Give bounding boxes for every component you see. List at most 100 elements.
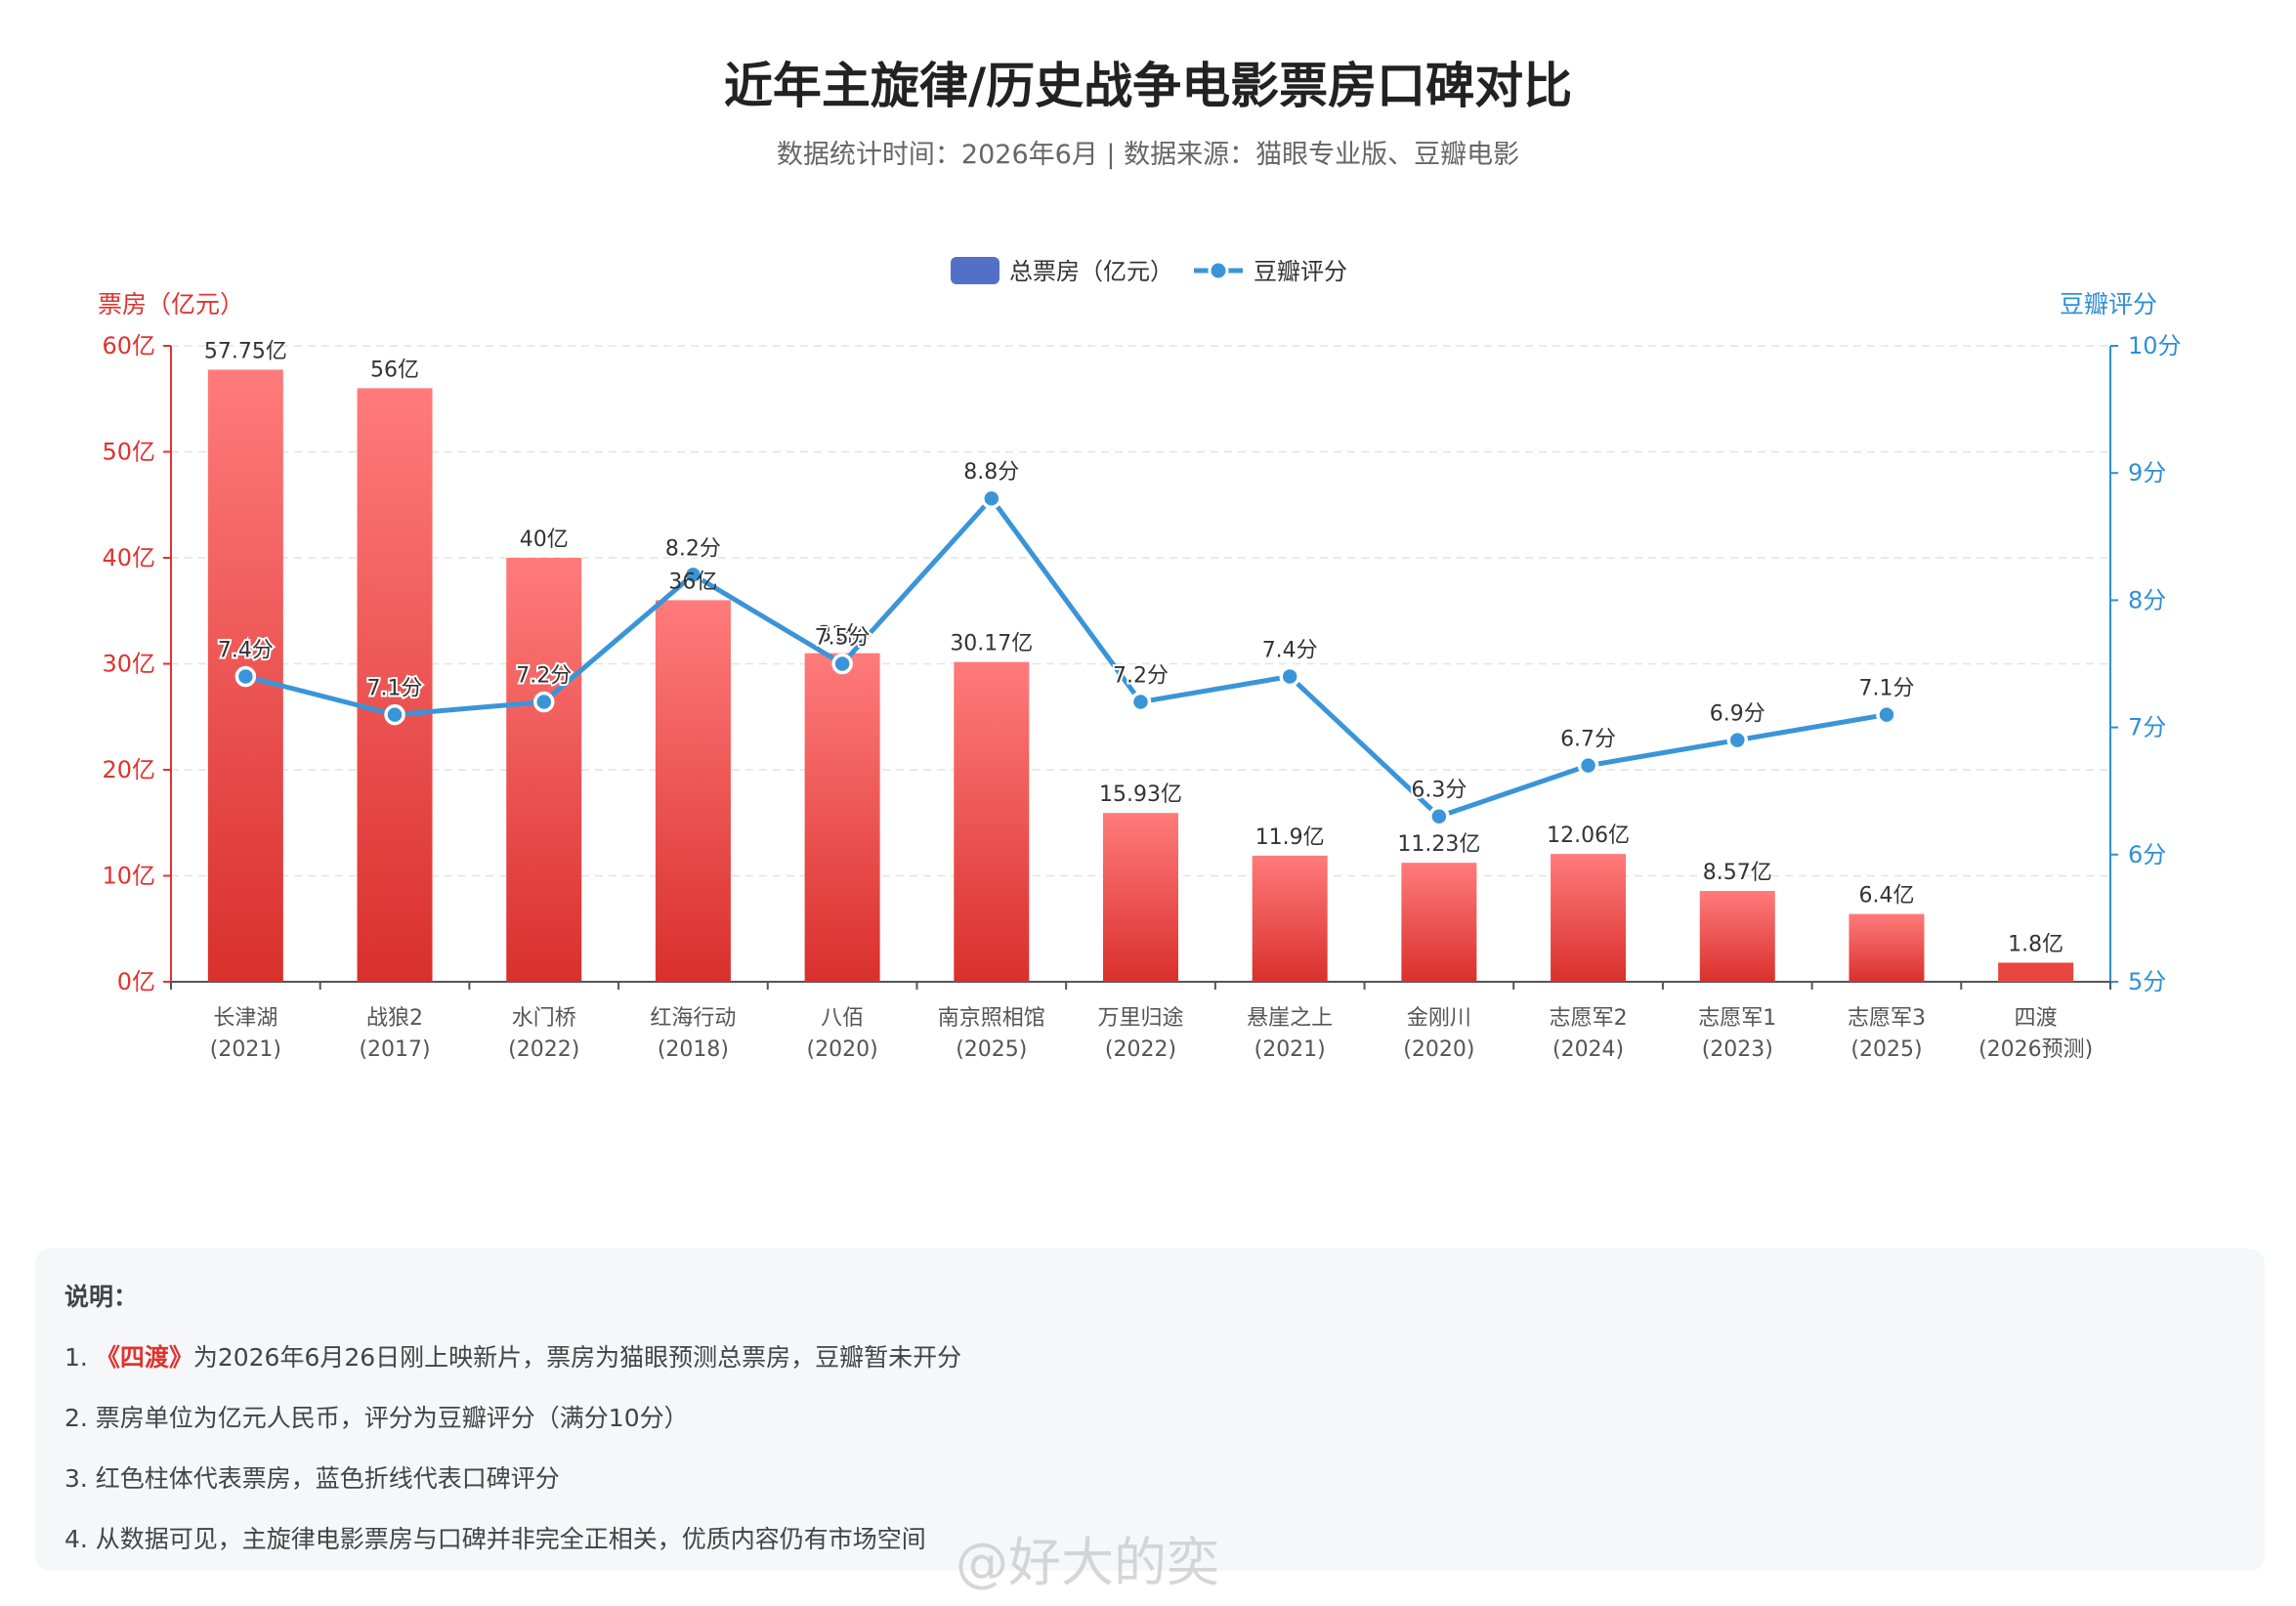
rating-point bbox=[234, 665, 257, 688]
rating-value-label: 7.5分 bbox=[815, 626, 871, 651]
x-axis-category-year: (2026预测) bbox=[1978, 1037, 2093, 1062]
x-axis-category-label: 红海行动 bbox=[650, 1006, 736, 1031]
note-item-1: 1. 《四渡》为2026年6月26日刚上映新片，票房为猫眼预测总票房，豆瓣暂未开… bbox=[64, 1338, 2235, 1374]
rating-value-label: 7.4分 bbox=[1262, 639, 1318, 663]
right-axis-tick-label: 5分 bbox=[2128, 968, 2166, 995]
box-office-bar bbox=[954, 661, 1030, 982]
x-axis-category-label: 南京照相馆 bbox=[938, 1006, 1045, 1031]
box-office-bar bbox=[1551, 854, 1627, 982]
rating-point bbox=[1726, 729, 1749, 751]
rating-point bbox=[682, 564, 704, 586]
rating-value-label: 7.2分 bbox=[1113, 664, 1169, 689]
bar-value-label: 30.17亿 bbox=[950, 632, 1033, 656]
line-series bbox=[234, 487, 1897, 827]
rating-value-label: 7.4分 bbox=[218, 639, 274, 663]
box-office-bar bbox=[1401, 863, 1477, 982]
rating-point bbox=[1577, 754, 1599, 777]
x-axis-category-year: (2021) bbox=[1254, 1037, 1326, 1062]
x-axis-category-year: (2021) bbox=[210, 1037, 281, 1062]
rating-value-label: 8.8分 bbox=[963, 460, 1019, 485]
x-axis-category-label: 八佰 bbox=[821, 1006, 864, 1031]
bar-value-label: 15.93亿 bbox=[1099, 782, 1182, 807]
left-axis-tick-label: 30亿 bbox=[102, 651, 155, 678]
bar-value-label: 6.4亿 bbox=[1858, 884, 1914, 909]
bar-value-label: 36亿 bbox=[668, 570, 717, 594]
right-axis-tick-label: 10分 bbox=[2128, 332, 2182, 359]
x-axis-category-label: 水门桥 bbox=[512, 1006, 576, 1031]
bar-value-label: 11.9亿 bbox=[1255, 825, 1325, 850]
left-axis-tick-label: 40亿 bbox=[102, 544, 155, 571]
rating-value-label: 6.3分 bbox=[1411, 779, 1467, 803]
legend[interactable]: 总票房（亿元） 豆瓣评分 bbox=[951, 257, 1347, 285]
rating-value-label: 8.2分 bbox=[665, 536, 721, 561]
rating-value-label: 7.1分 bbox=[367, 677, 423, 701]
x-axis-category-year: (2018) bbox=[658, 1037, 729, 1062]
bar-value-label: 40亿 bbox=[520, 528, 569, 552]
x-axis-category-year: (2024) bbox=[1552, 1037, 1624, 1062]
note-1-text: 为2026年6月26日刚上映新片，票房为猫眼预测总票房，豆瓣暂未开分 bbox=[192, 1343, 962, 1372]
rating-value-label: 7.1分 bbox=[1858, 677, 1914, 701]
bar-series bbox=[207, 369, 2074, 983]
box-office-bar bbox=[655, 600, 731, 982]
rating-value-label: 6.7分 bbox=[1560, 728, 1616, 752]
left-axis-tick-label: 50亿 bbox=[102, 439, 155, 466]
x-axis-category-year: (2017) bbox=[359, 1037, 430, 1062]
x-axis-category-label: 悬崖之上 bbox=[1247, 1006, 1333, 1031]
rating-point bbox=[1428, 805, 1450, 827]
box-office-bar bbox=[1849, 913, 1925, 982]
rating-value-label: 7.2分 bbox=[516, 664, 572, 689]
left-axis-tick-label: 20亿 bbox=[102, 756, 155, 783]
bar-value-label: 57.75亿 bbox=[204, 339, 287, 363]
x-axis-category-year: (2020) bbox=[1403, 1037, 1474, 1062]
x-axis-category-year: (2020) bbox=[807, 1037, 878, 1062]
rating-point bbox=[532, 691, 555, 713]
right-axis-tick-label: 9分 bbox=[2128, 459, 2166, 486]
left-axis-tick-label: 10亿 bbox=[102, 863, 155, 890]
right-axis-tick-label: 6分 bbox=[2128, 841, 2166, 868]
note-item-4: 4. 从数据可见，主旋律电影票房与口碑并非完全正相关，优质内容仍有市场空间 bbox=[64, 1525, 926, 1553]
rating-line bbox=[244, 495, 1888, 820]
notes-title: 说明： bbox=[64, 1283, 139, 1311]
rating-point bbox=[1279, 665, 1300, 688]
note-item-2: 2. 票房单位为亿元人民币，评分为豆瓣评分（满分10分） bbox=[64, 1404, 689, 1432]
right-axis-tick-label: 7分 bbox=[2128, 714, 2166, 741]
rating-point bbox=[1876, 703, 1897, 726]
x-axis-category-label: 长津湖 bbox=[213, 1006, 277, 1031]
chart-subtitle: 数据统计时间：2026年6月 | 数据来源：猫眼专业版、豆瓣电影 bbox=[776, 140, 1520, 170]
x-axis-category-label: 志愿军1 bbox=[1698, 1006, 1776, 1031]
x-axis-category-year: (2022) bbox=[1105, 1037, 1176, 1062]
left-axis-tick-label: 0亿 bbox=[117, 968, 155, 995]
left-axis-tick-label: 60亿 bbox=[102, 332, 155, 359]
x-axis-category-year: (2025) bbox=[956, 1037, 1027, 1062]
box-office-bar bbox=[1998, 962, 2074, 982]
legend-item-box-office: 总票房（亿元） bbox=[951, 257, 1173, 285]
legend-label-box-office: 总票房（亿元） bbox=[1009, 258, 1173, 285]
bar-value-label: 11.23亿 bbox=[1397, 832, 1480, 857]
note-1-prefix: 1. bbox=[64, 1343, 96, 1372]
bar-value-label: 1.8亿 bbox=[2008, 932, 2063, 956]
x-axis-category-year: (2022) bbox=[508, 1037, 579, 1062]
x-axis-category-label: 志愿军3 bbox=[1848, 1006, 1926, 1031]
note-item-3: 3. 红色柱体代表票房，蓝色折线代表口碑评分 bbox=[64, 1464, 560, 1493]
left-axis-title: 票房（亿元） bbox=[98, 290, 244, 318]
notes-panel: 说明： 1. 《四渡》为2026年6月26日刚上映新片，票房为猫眼预测总票房，豆… bbox=[35, 1248, 2265, 1571]
note-1-highlight: 《四渡》 bbox=[95, 1343, 193, 1372]
grid-lines bbox=[171, 345, 2110, 877]
watermark: @好大的奕 bbox=[956, 1532, 1219, 1593]
legend-item-rating: 豆瓣评分 bbox=[1194, 258, 1347, 285]
data-labels: 57.75亿 56亿 40亿 36亿 31亿 30.17亿 15.93亿 11.9亿 11.23… bbox=[204, 339, 2063, 956]
chart-title: 近年主旋律/历史战争电影票房口碑对比 bbox=[723, 58, 1573, 114]
bar-value-label: 31亿 bbox=[818, 623, 867, 648]
right-axis-tick-label: 8分 bbox=[2128, 586, 2166, 613]
bar-value-label: 56亿 bbox=[370, 358, 419, 382]
rating-point bbox=[384, 703, 405, 726]
right-axis-title: 豆瓣评分 bbox=[2060, 290, 2157, 318]
box-office-bar bbox=[1252, 855, 1328, 982]
rating-point bbox=[981, 487, 1002, 509]
bar-value-label: 8.57亿 bbox=[1703, 861, 1772, 885]
box-office-bar bbox=[357, 388, 433, 982]
rating-value-label: 6.9分 bbox=[1710, 702, 1765, 727]
x-axis-category-label: 万里归途 bbox=[1097, 1006, 1183, 1031]
box-office-bar bbox=[1699, 891, 1775, 982]
legend-point-swatch bbox=[1208, 260, 1229, 281]
